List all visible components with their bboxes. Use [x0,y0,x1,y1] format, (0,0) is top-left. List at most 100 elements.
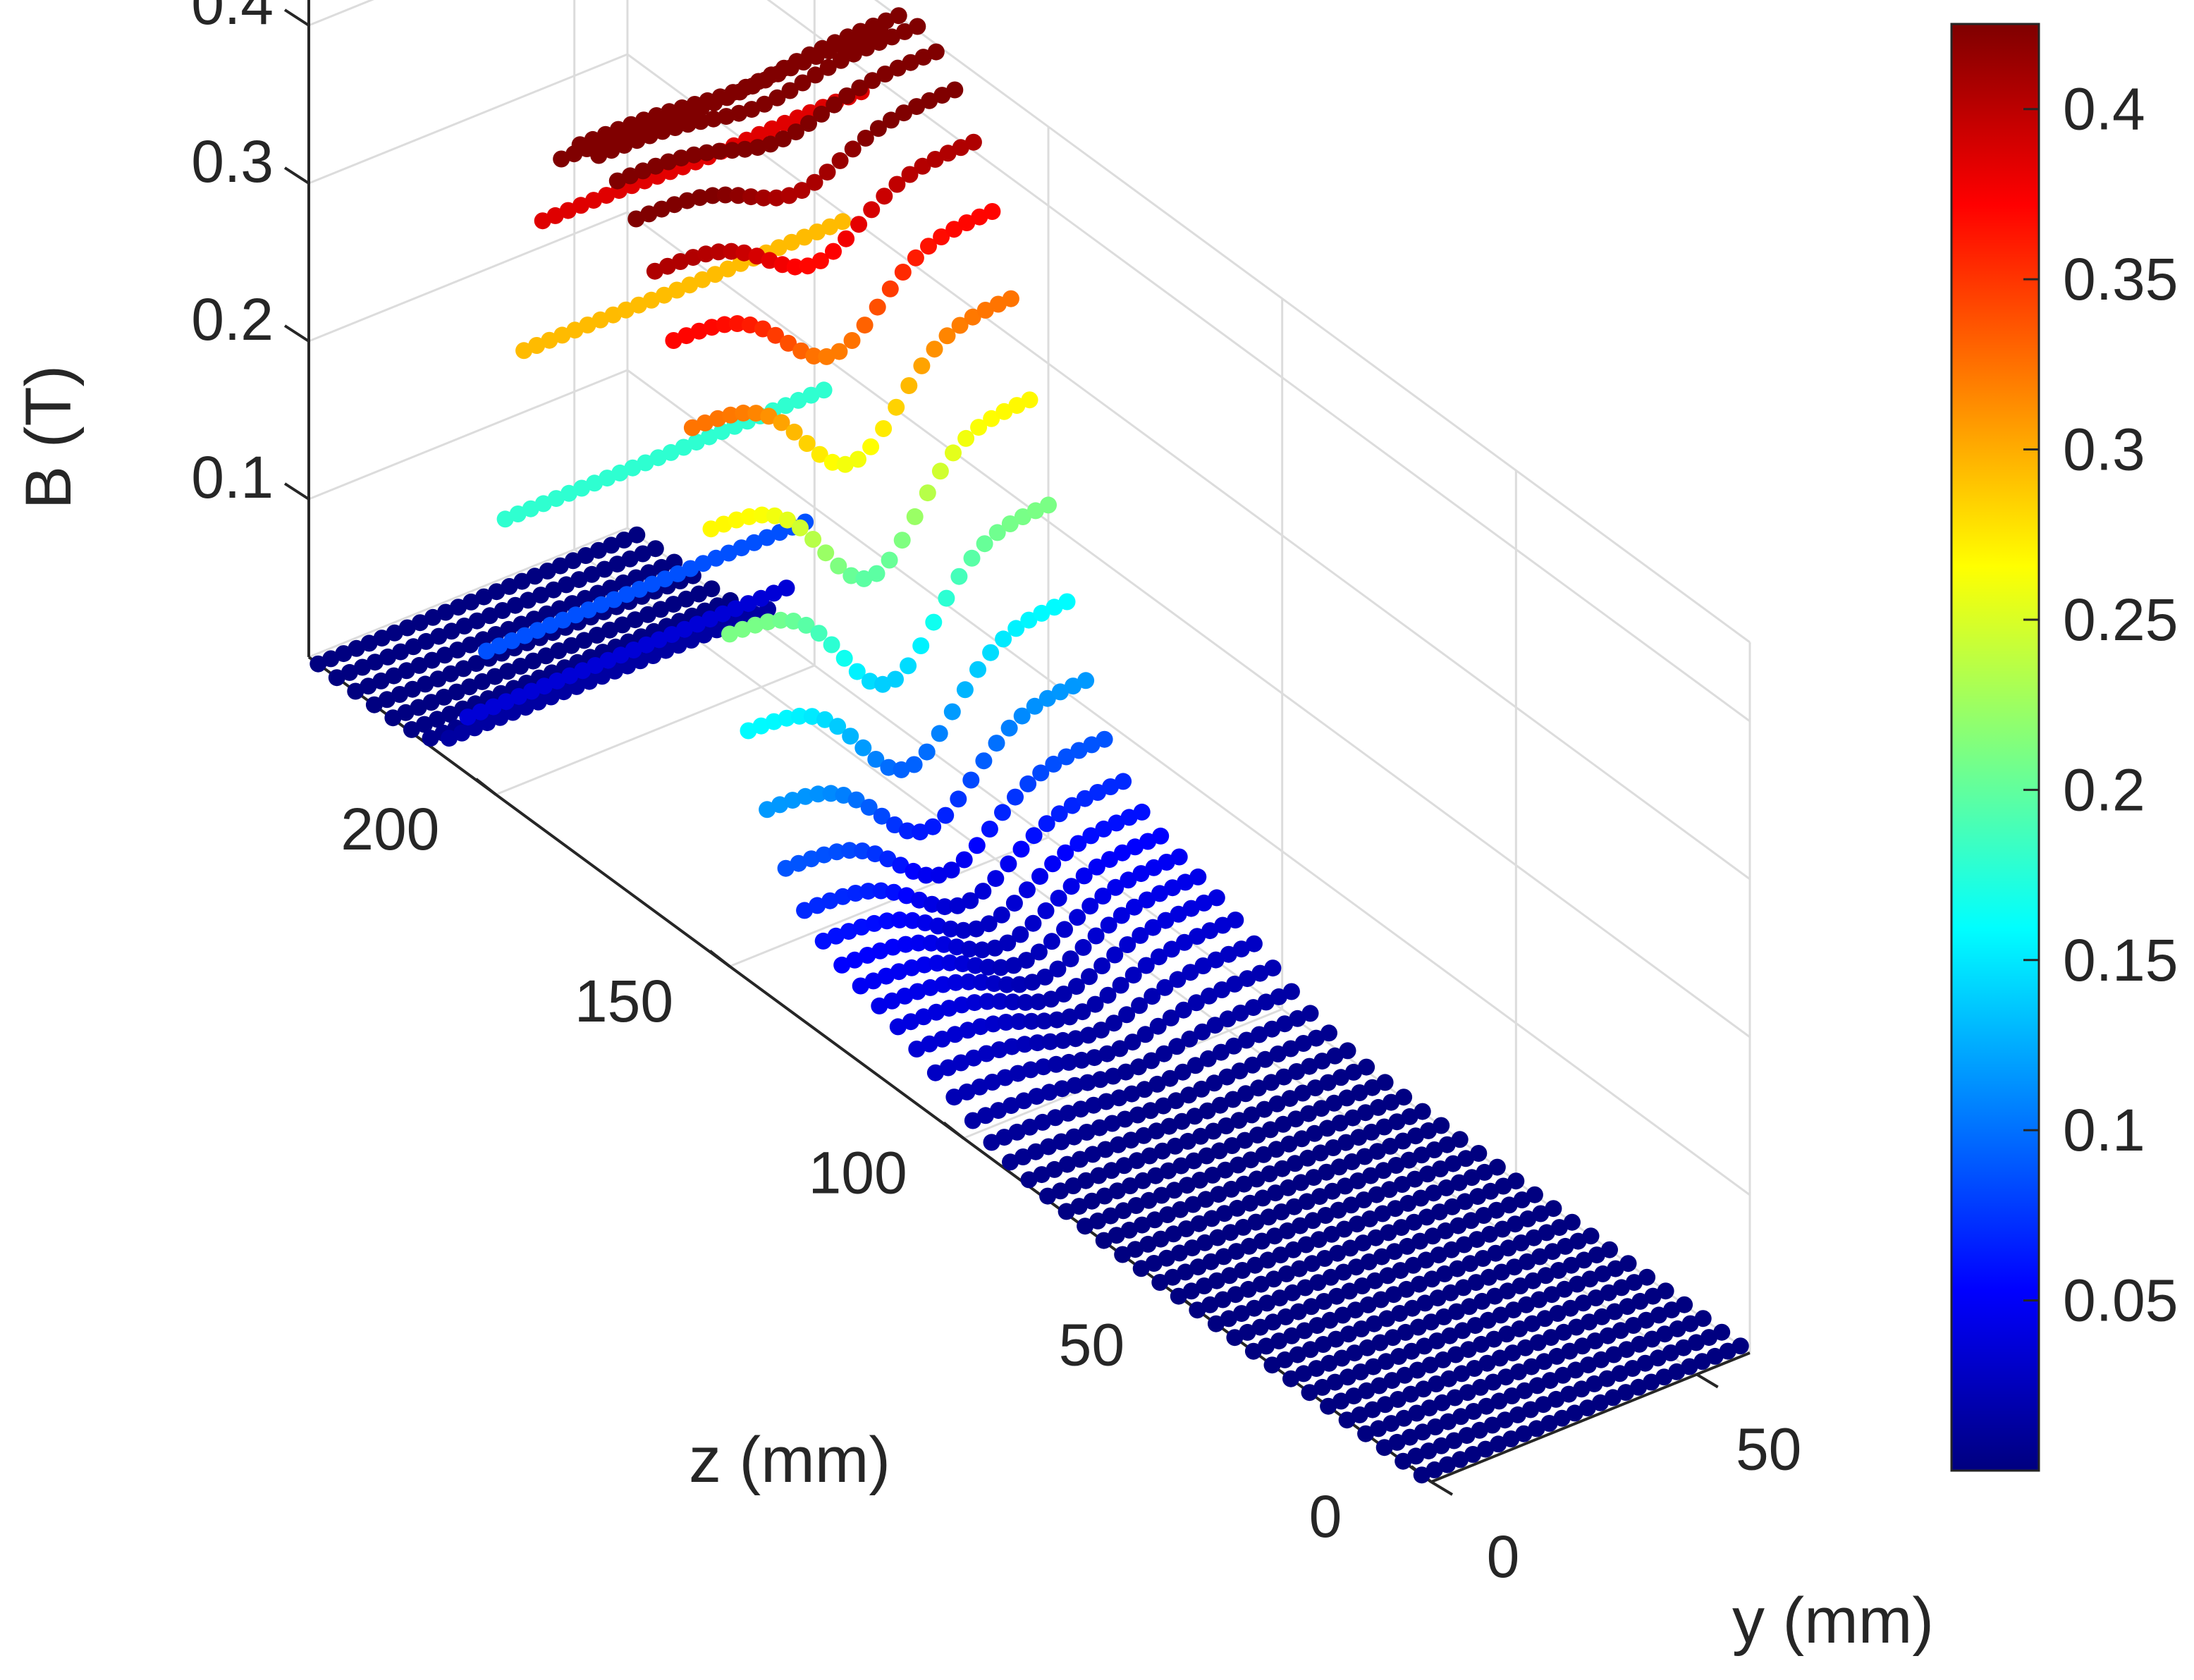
data-point [690,585,708,603]
data-point [1524,1315,1541,1332]
data-point [1038,815,1055,833]
b-tick-mark [283,324,310,343]
data-point [1197,1191,1215,1208]
data-point [573,479,591,497]
data-point [864,972,882,990]
data-point [1184,1239,1201,1257]
data-point [723,243,740,260]
data-point [1351,1084,1368,1101]
data-point [548,672,566,689]
data-point [871,997,888,1014]
data-point [872,882,890,900]
data-point [449,642,466,658]
data-point [1256,1050,1274,1068]
data-point [1073,1051,1091,1069]
data-point [776,59,792,77]
data-point [753,506,771,524]
data-point [918,743,936,761]
data-point [603,142,620,159]
data-point [926,1064,944,1081]
data-point [891,911,909,928]
data-point [1301,1341,1319,1359]
data-point [1601,1241,1618,1258]
data-point [1232,940,1250,958]
data-point [1129,1106,1146,1124]
data-point [721,625,738,643]
data-point [441,706,459,723]
data-point [554,611,572,629]
data-point [797,787,814,805]
data-point [1387,1200,1404,1218]
data-point [545,581,563,599]
data-point [965,1049,983,1067]
data-point [822,785,840,802]
data-point [733,539,750,557]
data-point [767,326,784,344]
data-point [1164,1268,1182,1286]
data-point [728,315,746,332]
data-point [1500,1196,1518,1214]
data-point [612,646,630,664]
data-point [790,391,807,409]
data-point [1326,1047,1344,1065]
data-point [964,308,981,326]
data-point [1035,1058,1052,1076]
data-point [998,976,1016,993]
data-point [735,244,753,262]
data-point [646,262,663,280]
data-point [1133,803,1151,821]
data-point [967,920,985,938]
data-point [1140,1191,1158,1209]
data-point [1207,951,1225,969]
data-point [455,660,472,677]
data-point [610,121,627,138]
data-point [1115,1202,1132,1220]
data-point [881,551,898,569]
data-point [1177,1263,1194,1281]
data-point [1380,1181,1398,1198]
data-point [1438,1136,1456,1153]
data-point [567,606,584,624]
colorbar-gradient [1950,23,2040,1472]
data-point [1317,1207,1335,1224]
data-point [1371,1334,1389,1351]
data-point [1120,1221,1138,1239]
data-point [1568,1318,1585,1336]
data-point [665,332,682,349]
data-point [1495,1177,1512,1195]
data-point [1082,827,1100,845]
data-point [1226,975,1244,993]
data-point [933,1030,951,1048]
data-point [1515,1425,1533,1442]
data-point [1490,1392,1508,1410]
data-point [821,218,839,235]
data-point [1181,1030,1199,1048]
data-point [1244,999,1262,1017]
grid-line [308,211,628,343]
data-point [862,438,880,455]
data-point [1157,912,1175,929]
data-point [878,912,896,930]
data-point [510,687,527,705]
data-point [1361,1210,1378,1227]
data-point [372,672,390,689]
data-point [1397,1280,1415,1298]
data-point [1662,1344,1679,1361]
data-point [747,405,765,422]
data-point [1097,1141,1114,1158]
data-point [950,568,968,585]
data-point [423,651,441,669]
data-point [1487,1244,1504,1262]
data-point [1119,936,1136,953]
data-point [1212,1043,1230,1061]
data-point [871,942,889,959]
data-point [1176,933,1193,951]
data-point [551,557,569,575]
data-point [1189,928,1206,945]
data-point [1326,1373,1344,1391]
data-point [692,113,709,130]
data-point [1086,1049,1103,1067]
data-point [397,704,415,721]
data-point [1095,1232,1113,1249]
data-point [838,87,856,104]
